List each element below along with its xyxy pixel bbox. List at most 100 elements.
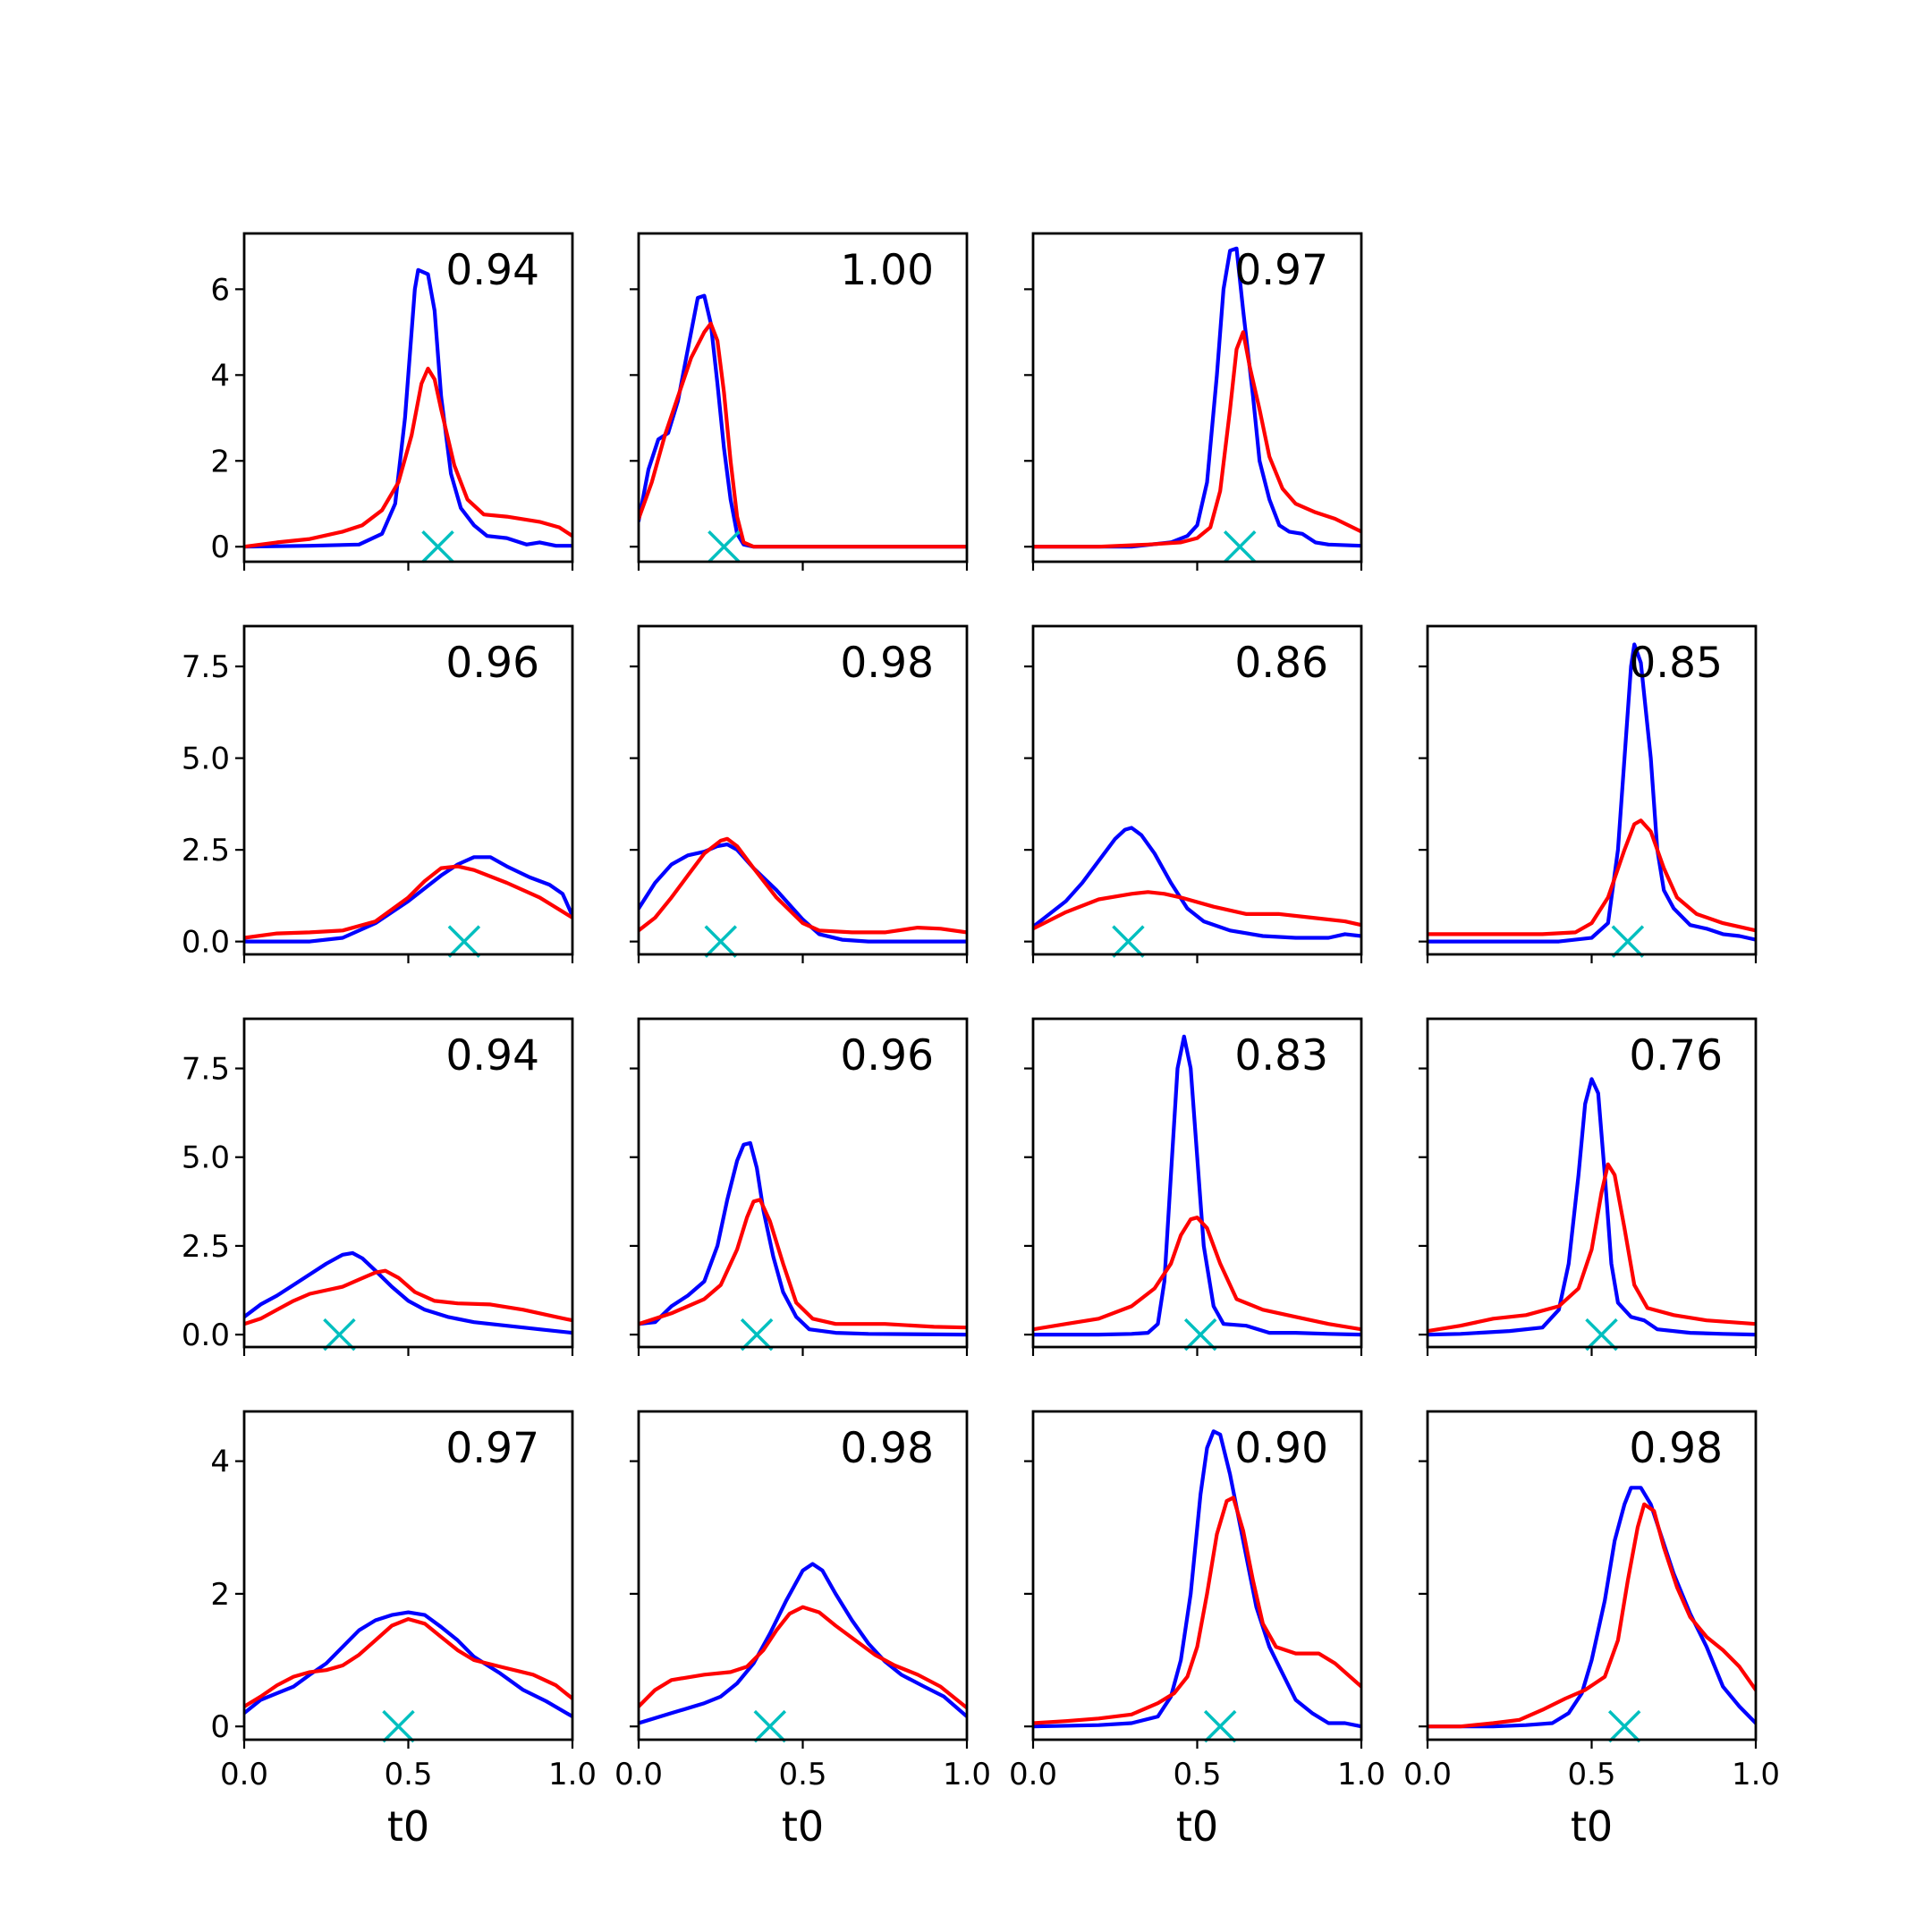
- panel-r0-c0: 0 2 4 6 0.94: [210, 232, 574, 571]
- panel-annotation: 0.97: [1234, 246, 1328, 295]
- x-axis-label: t0: [1176, 1802, 1218, 1851]
- panel-r1-c2: 0.86: [1024, 624, 1363, 963]
- true-value-marker: [323, 1318, 356, 1352]
- panel-grid: 0 2 4 6 0.94 1.00 0.97 0.0 2.5 5.0 7.5 0.96 0.98 0.86…: [182, 232, 1780, 1851]
- true-value-marker: [1223, 530, 1257, 564]
- true-value-marker: [1607, 1709, 1641, 1743]
- y-tick-label: 5.0: [182, 741, 230, 777]
- x-tick-label: 0.5: [778, 1757, 826, 1792]
- blue-series-line: [639, 1562, 967, 1725]
- y-tick-label: 0: [210, 530, 230, 565]
- true-value-marker: [708, 530, 741, 564]
- red-series-line: [1428, 1162, 1756, 1334]
- blue-series-line: [1428, 1486, 1756, 1729]
- x-tick-label: 0.0: [1403, 1757, 1452, 1792]
- true-value-marker: [1611, 925, 1645, 958]
- plot-area: [244, 1610, 572, 1719]
- y-tick-label: 5.0: [182, 1140, 230, 1176]
- panel-annotation: 0.96: [445, 639, 539, 688]
- plot-area: [1428, 642, 1756, 944]
- y-tick-label: 2.5: [182, 1229, 230, 1265]
- red-series-line: [244, 864, 572, 940]
- panel-r2-c1: 0.96: [630, 1017, 969, 1356]
- panel-annotation: 0.98: [840, 1424, 934, 1473]
- x-axis-label: t0: [387, 1802, 429, 1851]
- blue-series-line: [639, 842, 967, 944]
- y-tick-label: 0.0: [182, 1318, 230, 1353]
- panel-r2-c3: 0.76: [1419, 1017, 1758, 1356]
- plot-area: [1428, 1486, 1756, 1729]
- panel-annotation: 0.83: [1234, 1031, 1328, 1080]
- y-tick-label: 6: [210, 272, 230, 308]
- blue-series-line: [1033, 1429, 1361, 1729]
- panel-annotation: 1.00: [840, 246, 934, 295]
- x-tick-label: 0.0: [220, 1757, 268, 1792]
- blue-series-line: [1033, 826, 1361, 940]
- red-series-line: [639, 1198, 967, 1330]
- panel-r3-c0: 0 2 4 0.0 0.5 1.0 t0 0.97: [210, 1410, 597, 1851]
- red-series-line: [1033, 330, 1361, 549]
- red-series-line: [639, 1605, 967, 1710]
- plot-area: [1033, 1034, 1361, 1337]
- panel-annotation: 0.98: [840, 639, 934, 688]
- plot-area: [1033, 1429, 1361, 1729]
- true-value-marker: [704, 925, 737, 958]
- x-tick-label: 1.0: [1732, 1757, 1780, 1792]
- plot-area: [639, 293, 967, 549]
- red-series-line: [1033, 1216, 1361, 1332]
- true-value-marker: [753, 1709, 787, 1743]
- panel-annotation: 0.85: [1629, 639, 1723, 688]
- panel-r3-c2: 0.0 0.5 1.0 t0 0.90: [1009, 1410, 1385, 1851]
- blue-series-line: [244, 1250, 572, 1335]
- x-tick-label: 0.5: [384, 1757, 432, 1792]
- panel-annotation: 0.94: [445, 246, 539, 295]
- true-value-marker: [382, 1709, 415, 1743]
- panel-r3-c1: 0.0 0.5 1.0 t0 0.98: [614, 1410, 991, 1851]
- y-tick-label: 2: [210, 444, 230, 479]
- blue-series-line: [1033, 1034, 1361, 1337]
- x-tick-label: 1.0: [548, 1757, 597, 1792]
- red-series-line: [1033, 1496, 1361, 1725]
- blue-series-line: [244, 1610, 572, 1719]
- x-axis-label: t0: [1571, 1802, 1613, 1851]
- true-value-marker: [421, 530, 454, 564]
- blue-series-line: [639, 1140, 967, 1337]
- plot-area: [639, 1140, 967, 1337]
- red-series-line: [244, 367, 572, 549]
- panel-annotation: 0.96: [840, 1031, 934, 1080]
- true-value-marker: [1585, 1318, 1618, 1352]
- panel-r2-c0: 0.0 2.5 5.0 7.5 0.94: [182, 1017, 574, 1356]
- true-value-marker: [447, 925, 481, 958]
- blue-series-line: [1033, 246, 1361, 549]
- panel-r2-c2: 0.83: [1024, 1017, 1363, 1356]
- x-tick-label: 0.0: [614, 1757, 663, 1792]
- plot-area: [1033, 246, 1361, 549]
- panel-r3-c3: 0.0 0.5 1.0 t0 0.98: [1403, 1410, 1780, 1851]
- panel-r1-c0: 0.0 2.5 5.0 7.5 0.96: [182, 624, 574, 963]
- blue-series-line: [244, 267, 572, 549]
- y-tick-label: 7.5: [182, 649, 230, 685]
- x-tick-label: 1.0: [1337, 1757, 1385, 1792]
- panel-annotation: 0.76: [1629, 1031, 1723, 1080]
- true-value-marker: [1203, 1709, 1237, 1743]
- plot-area: [639, 1562, 967, 1725]
- x-tick-label: 1.0: [943, 1757, 991, 1792]
- y-tick-label: 4: [210, 358, 230, 394]
- panel-annotation: 0.94: [445, 1031, 539, 1080]
- red-series-line: [1033, 890, 1361, 931]
- red-series-line: [1428, 1502, 1756, 1729]
- red-series-line: [639, 321, 967, 549]
- red-series-line: [244, 1268, 572, 1326]
- plot-area: [639, 836, 967, 944]
- panel-annotation: 0.98: [1629, 1424, 1723, 1473]
- plot-area: [244, 267, 572, 549]
- red-series-line: [1428, 818, 1756, 936]
- plot-area: [1033, 826, 1361, 940]
- y-tick-label: 0.0: [182, 925, 230, 961]
- x-axis-label: t0: [782, 1802, 824, 1851]
- panel-annotation: 0.86: [1234, 639, 1328, 688]
- panel-r1-c1: 0.98: [630, 624, 969, 963]
- plot-area: [244, 855, 572, 944]
- blue-series-line: [244, 855, 572, 944]
